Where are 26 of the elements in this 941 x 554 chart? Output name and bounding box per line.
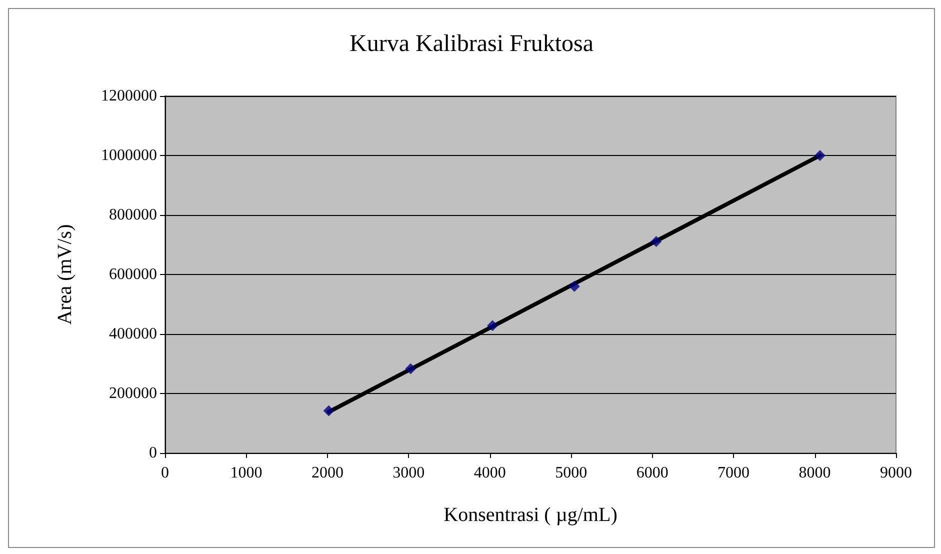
x-tick-label: 8000 [798,464,831,482]
y-tick-label: 600000 [109,266,157,283]
x-tick-label: 6000 [636,464,668,482]
x-tick-label: 1000 [230,464,262,482]
y-tick-label: 1000000 [101,147,157,164]
point [650,236,662,247]
x-tick-label: 3000 [392,464,425,482]
y-tick-label: 400000 [109,326,157,342]
x-tick-label: 7000 [718,464,750,482]
y-axis-title: Area (mV/s) [54,224,76,325]
y-tick-label: 200000 [109,385,157,402]
x-tick-label: 9000 [880,464,912,482]
y-tick-label: 1200000 [101,88,157,104]
x-tick-label: 2000 [311,464,344,482]
chart-title: Kurva Kalibrasi Fruktosa [350,31,594,57]
point [405,363,416,374]
x-tick-label: 5000 [555,464,588,482]
point [814,150,826,161]
point [323,405,334,416]
point [486,320,498,332]
x-tick-label: 4000 [474,464,506,482]
y-tick-label: 0 [149,444,157,462]
x-axis-title: Konsentrasi ( µg/mL) [444,504,618,526]
y-tick-label: 800000 [109,206,157,224]
x-tick-label: 0 [161,464,169,482]
point [568,280,580,292]
